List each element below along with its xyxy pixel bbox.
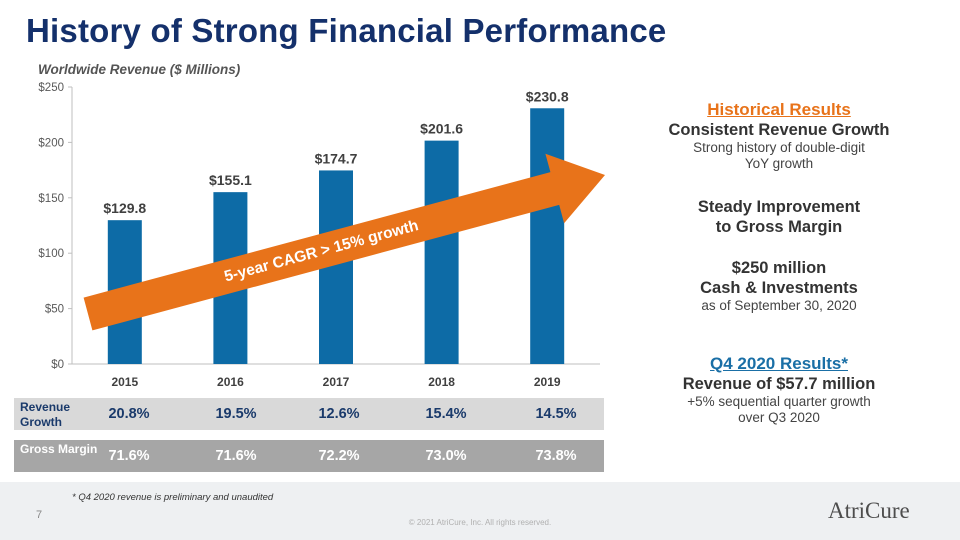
gross-margin-2015: 71.6% xyxy=(108,448,150,464)
gross-margin-2017: 72.2% xyxy=(318,448,360,464)
cash-investments-heading: Cash & Investments xyxy=(700,279,858,297)
y-tick-label: $200 xyxy=(38,137,64,149)
footnote: * Q4 2020 revenue is preliminary and una… xyxy=(72,492,274,503)
revenue-growth-2018: 15.4% xyxy=(425,406,467,422)
revenue-growth-2016: 19.5% xyxy=(215,406,257,422)
steady-improvement-line-1: Steady Improvement xyxy=(697,198,861,216)
steady-improvement-line-2: to Gross Margin xyxy=(715,218,843,236)
gross-margin-2016: 71.6% xyxy=(215,448,257,464)
revenue-growth-label: Revenue Growth xyxy=(20,400,71,429)
strong-history-text-1: Strong history of double-digit xyxy=(693,140,865,155)
footer-band xyxy=(0,482,960,540)
cash-as-of-date: as of September 30, 2020 xyxy=(701,298,857,313)
historical-results-section: Historical Results Consistent Revenue Gr… xyxy=(620,100,938,172)
x-tick-label: 2017 xyxy=(323,375,350,389)
x-tick-label: 2016 xyxy=(217,375,244,389)
y-tick-label: $0 xyxy=(51,359,64,371)
copyright-notice: © 2021 AtriCure, Inc. All rights reserve… xyxy=(408,518,552,527)
bar-value-label: $201.6 xyxy=(420,121,463,137)
bar-2019 xyxy=(530,108,565,365)
q4-results-section: Q4 2020 Results* Revenue of $57.7 millio… xyxy=(620,354,938,426)
atricure-logo: AtriCure xyxy=(828,498,910,523)
q4-growth-line-2: over Q3 2020 xyxy=(738,410,820,425)
page-title: History of Strong Financial Performance xyxy=(26,12,667,49)
cash-section: $250 million Cash & Investments as of Se… xyxy=(620,258,938,314)
y-tick-label: $250 xyxy=(38,82,64,94)
gross-margin-row: Gross Margin 71.6% 71.6% 72.2% 73.0% 73.… xyxy=(14,440,604,472)
historical-results-title: Historical Results xyxy=(707,100,851,119)
bar-value-label: $155.1 xyxy=(209,172,252,188)
y-tick-label: $50 xyxy=(45,304,64,316)
cagr-arrow xyxy=(83,153,606,331)
bar-value-label: $174.7 xyxy=(315,150,358,166)
y-tick-label: $100 xyxy=(38,248,64,260)
consistent-growth-heading: Consistent Revenue Growth xyxy=(668,121,890,139)
y-tick-label: $150 xyxy=(38,193,64,205)
x-tick-label: 2015 xyxy=(111,375,138,389)
x-tick-label: 2018 xyxy=(428,375,455,389)
gross-margin-section: Steady Improvement to Gross Margin xyxy=(620,197,938,237)
bar-2018 xyxy=(424,140,459,364)
x-tick-label: 2019 xyxy=(534,375,561,389)
gross-margin-2019: 73.8% xyxy=(535,448,577,464)
gross-margin-label: Gross Margin xyxy=(20,442,98,456)
page-number: 7 xyxy=(36,509,43,521)
revenue-growth-2019: 14.5% xyxy=(535,406,577,422)
chart-title: Worldwide Revenue ($ Millions) xyxy=(38,62,241,77)
revenue-growth-2015: 20.8% xyxy=(108,406,150,422)
revenue-growth-2017: 12.6% xyxy=(318,406,360,422)
q4-revenue: Revenue of $57.7 million xyxy=(682,375,876,393)
cash-amount: $250 million xyxy=(731,259,827,277)
strong-history-text-2: YoY growth xyxy=(744,156,814,171)
q4-growth-line-1: +5% sequential quarter growth xyxy=(687,394,871,409)
bar-value-label: $230.8 xyxy=(526,88,569,104)
bar-value-label: $129.8 xyxy=(103,200,146,216)
revenue-growth-row: Revenue Growth 20.8% 19.5% 12.6% 15.4% 1… xyxy=(14,398,604,430)
revenue-bar-chart: $0 $50 $100 $150 $200 $250 $129.8 2015 $155.1 20… xyxy=(38,82,606,389)
gross-margin-2018: 73.0% xyxy=(425,448,467,464)
q4-results-title: Q4 2020 Results* xyxy=(710,354,848,373)
